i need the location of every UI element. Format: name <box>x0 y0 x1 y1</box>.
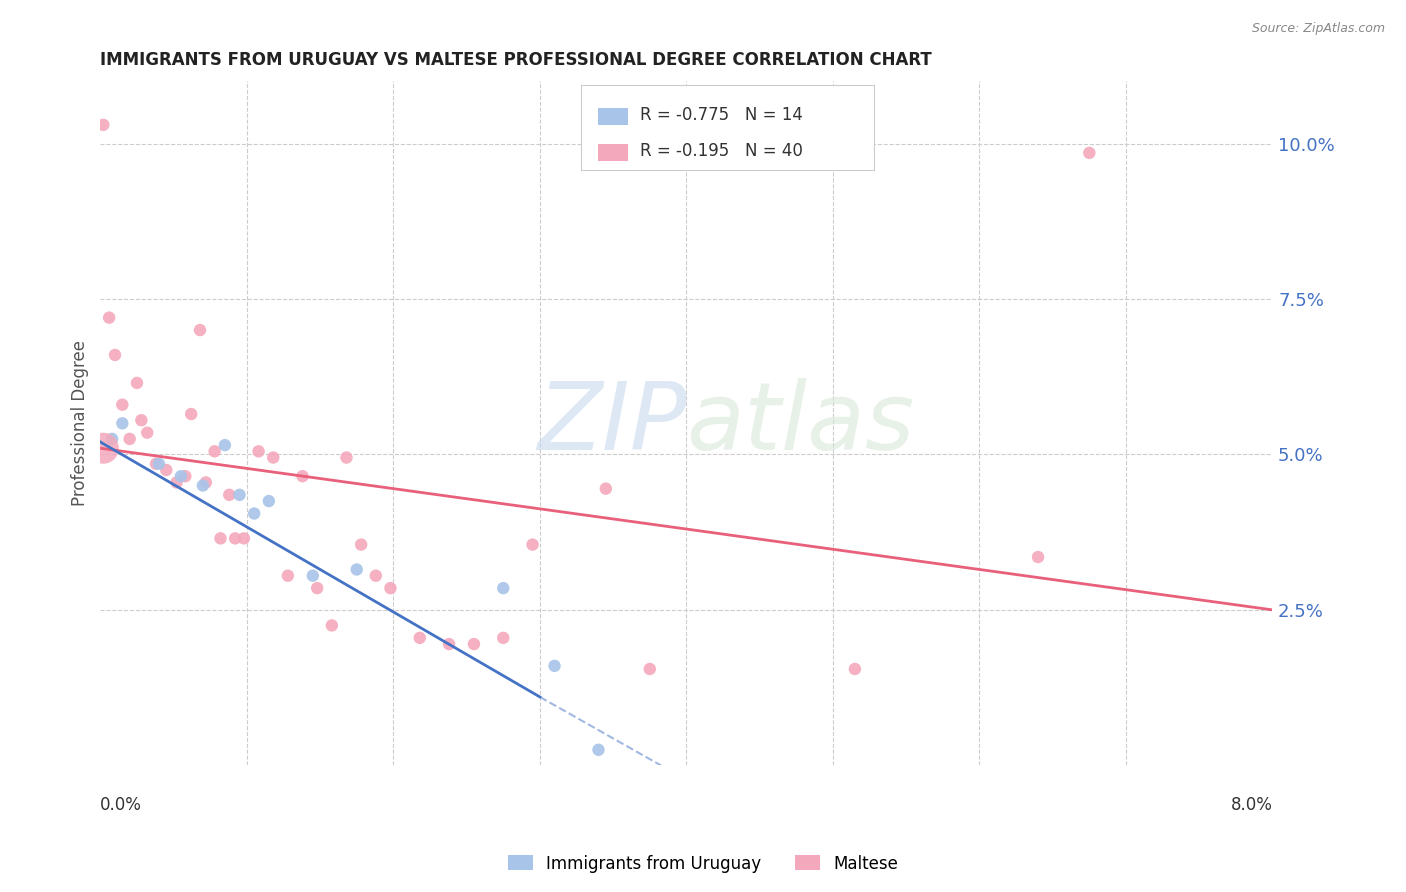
Point <box>1026 549 1049 564</box>
Text: atlas: atlas <box>686 378 915 469</box>
Point <box>101 432 124 446</box>
Point <box>188 323 211 337</box>
Y-axis label: Professional Degree: Professional Degree <box>72 341 89 507</box>
Text: R = -0.195   N = 40: R = -0.195 N = 40 <box>640 142 803 160</box>
Point <box>262 450 284 465</box>
Point <box>214 438 236 452</box>
Point <box>125 376 148 390</box>
Point <box>409 631 432 645</box>
Point <box>277 568 299 582</box>
Text: Source: ZipAtlas.com: Source: ZipAtlas.com <box>1251 22 1385 36</box>
Point <box>111 398 134 412</box>
Point <box>437 637 460 651</box>
Point <box>224 532 246 546</box>
Point <box>194 475 217 490</box>
FancyBboxPatch shape <box>599 144 628 161</box>
Point <box>209 532 232 546</box>
Point <box>91 118 114 132</box>
Point <box>204 444 226 458</box>
Point <box>218 488 240 502</box>
Point <box>543 658 565 673</box>
Point <box>335 450 357 465</box>
Text: ZIP: ZIP <box>537 378 686 469</box>
Point <box>191 478 214 492</box>
Point <box>291 469 314 483</box>
Point <box>350 538 373 552</box>
Point <box>243 507 266 521</box>
Point <box>492 631 515 645</box>
Point <box>463 637 485 651</box>
Text: 8.0%: 8.0% <box>1230 797 1272 814</box>
Point <box>118 432 141 446</box>
Text: 0.0%: 0.0% <box>100 797 142 814</box>
Point <box>170 469 193 483</box>
Point <box>232 532 254 546</box>
Legend: Immigrants from Uruguay, Maltese: Immigrants from Uruguay, Maltese <box>502 848 904 880</box>
Point <box>228 488 250 502</box>
Text: R = -0.775   N = 14: R = -0.775 N = 14 <box>640 106 803 124</box>
Point <box>111 417 134 431</box>
Point <box>321 618 343 632</box>
Point <box>257 494 280 508</box>
Point <box>180 407 202 421</box>
Point <box>145 457 167 471</box>
Point <box>247 444 270 458</box>
Point <box>174 469 197 483</box>
Point <box>638 662 661 676</box>
Point <box>844 662 866 676</box>
Point <box>166 475 188 490</box>
Point <box>104 348 127 362</box>
Point <box>1078 145 1101 160</box>
Point <box>522 538 544 552</box>
Point <box>307 581 329 595</box>
Point <box>588 743 610 757</box>
Point <box>136 425 159 440</box>
Point <box>98 310 121 325</box>
Point <box>492 581 515 595</box>
Point <box>131 413 153 427</box>
Point <box>301 568 323 582</box>
Point <box>91 441 114 455</box>
Point <box>155 463 177 477</box>
Text: IMMIGRANTS FROM URUGUAY VS MALTESE PROFESSIONAL DEGREE CORRELATION CHART: IMMIGRANTS FROM URUGUAY VS MALTESE PROFE… <box>100 51 932 69</box>
Point <box>364 568 387 582</box>
Point <box>595 482 617 496</box>
FancyBboxPatch shape <box>599 108 628 126</box>
Point <box>148 457 170 471</box>
Point <box>346 562 368 576</box>
Point <box>380 581 402 595</box>
FancyBboxPatch shape <box>581 85 875 170</box>
